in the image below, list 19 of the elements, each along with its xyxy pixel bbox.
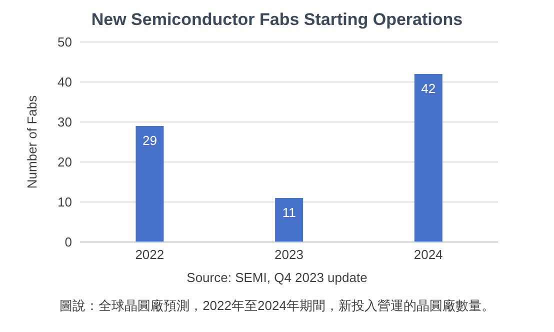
x-tick-label: 2024 — [414, 247, 443, 262]
y-axis-title: Number of Fabs — [24, 94, 40, 189]
source-note: Source: SEMI, Q4 2023 update — [186, 270, 368, 285]
x-tick-label: 2023 — [274, 247, 304, 262]
text: 圖說：全球晶圓廠預測，2022年至2024年期間，新投入營運的晶圓廠數量。 — [58, 297, 496, 315]
data-label: 11 — [282, 205, 296, 220]
y-tick-label: 10 — [58, 194, 72, 210]
x-tick-label: 2022 — [135, 247, 164, 262]
bar — [275, 198, 304, 242]
data-label: 42 — [421, 81, 436, 96]
y-tick-label: 0 — [64, 234, 72, 250]
chart-title: New Semiconductor Fabs Starting Operations — [90, 9, 464, 31]
y-tick-label: 20 — [58, 154, 72, 170]
y-tick-label: 40 — [58, 74, 72, 90]
bar — [136, 126, 164, 242]
data-label: 29 — [142, 133, 157, 148]
y-tick-label: 30 — [58, 114, 72, 130]
bar — [414, 74, 442, 242]
y-tick-label: 50 — [58, 34, 72, 50]
